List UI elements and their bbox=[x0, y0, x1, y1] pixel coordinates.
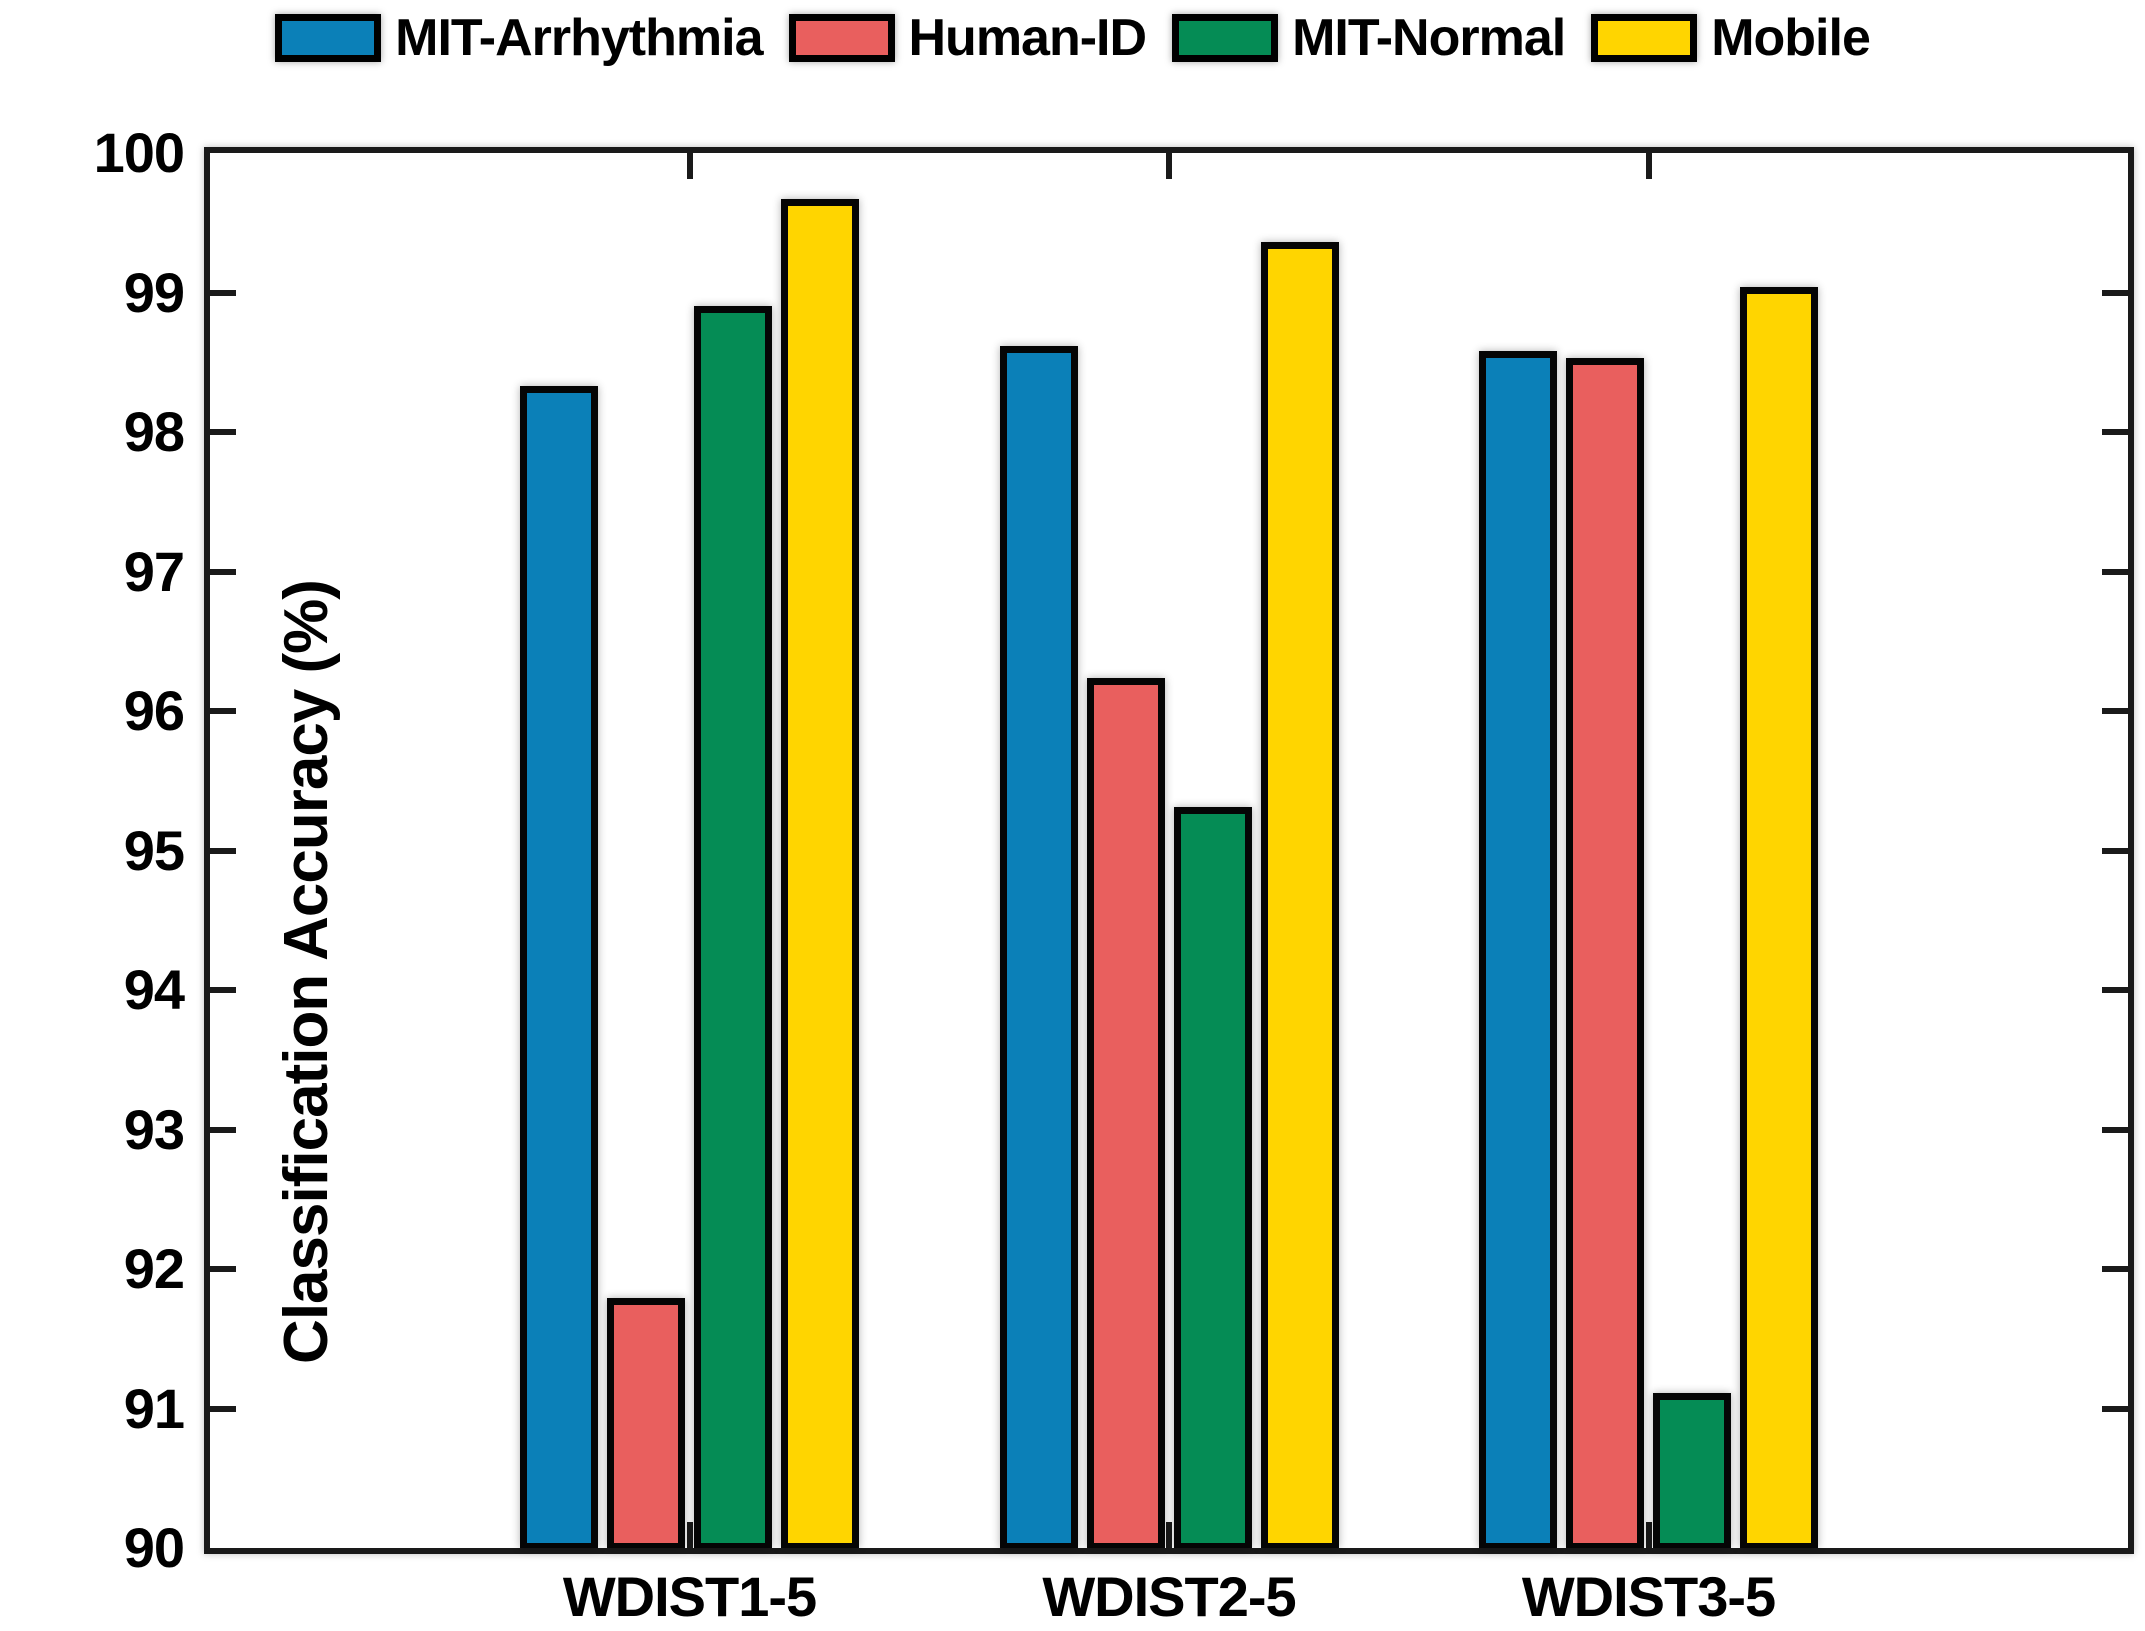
y-tick-left bbox=[210, 1266, 236, 1272]
x-tick-top bbox=[686, 153, 693, 179]
bar-mit-arrhythmia-wdist3-5 bbox=[1479, 351, 1557, 1548]
bar-mit-arrhythmia-wdist2-5 bbox=[999, 345, 1078, 1548]
bar-human-id-wdist3-5 bbox=[1566, 358, 1644, 1548]
y-tick-label: 90 bbox=[123, 1516, 185, 1579]
legend-swatch-mobile bbox=[1591, 14, 1698, 62]
y-tick-left bbox=[210, 429, 236, 435]
y-tick-label: 92 bbox=[123, 1237, 185, 1300]
x-tick-bottom bbox=[686, 1522, 693, 1548]
bar-mit-normal-wdist3-5 bbox=[1653, 1393, 1731, 1548]
x-tick-top bbox=[1166, 153, 1172, 179]
legend-swatch-mit-normal bbox=[1172, 14, 1279, 62]
y-tick-left bbox=[210, 289, 236, 296]
legend-swatch-mit-arrhythmia bbox=[275, 14, 382, 62]
plot-area: Classification Accuracy (%) bbox=[204, 147, 2134, 1554]
y-tick-label: 99 bbox=[123, 260, 185, 324]
y-tick-label: 97 bbox=[123, 539, 185, 603]
y-tick-left bbox=[210, 568, 236, 575]
legend-item: Mobile bbox=[1591, 8, 1871, 68]
legend-label: Mobile bbox=[1711, 9, 1871, 67]
x-tick-label: WDIST2-5 bbox=[1042, 1565, 1296, 1628]
y-tick-left bbox=[210, 847, 236, 854]
bar-mobile-wdist1-5 bbox=[781, 199, 859, 1548]
bar-mit-arrhythmia-wdist1-5 bbox=[520, 385, 598, 1548]
x-tick-label: WDIST3-5 bbox=[1521, 1565, 1776, 1628]
legend-label: MIT-Normal bbox=[1292, 9, 1566, 67]
y-tick-label: 98 bbox=[123, 400, 185, 463]
y-tick-right bbox=[2102, 1266, 2128, 1272]
y-axis-title: Classification Accuracy (%) bbox=[272, 580, 341, 1364]
bar-human-id-wdist2-5 bbox=[1086, 677, 1165, 1548]
bar-human-id-wdist1-5 bbox=[607, 1298, 685, 1548]
x-tick-top bbox=[1645, 153, 1652, 179]
x-tick-label: WDIST1-5 bbox=[562, 1565, 817, 1628]
bar-mit-normal-wdist2-5 bbox=[1173, 807, 1252, 1548]
y-tick-right bbox=[2102, 1126, 2128, 1133]
y-tick-label: 91 bbox=[123, 1376, 185, 1440]
legend-swatch-human-id bbox=[788, 14, 895, 62]
legend-item: MIT-Arrhythmia bbox=[275, 8, 764, 68]
y-tick-left bbox=[210, 987, 236, 993]
y-tick-left bbox=[210, 1126, 236, 1133]
y-tick-label: 93 bbox=[123, 1097, 185, 1161]
bar-mit-normal-wdist1-5 bbox=[694, 306, 772, 1548]
legend: MIT-Arrhythmia Human-ID MIT-Normal Mobile bbox=[0, 6, 2145, 70]
y-tick-right bbox=[2102, 847, 2128, 854]
x-tick-bottom bbox=[1645, 1522, 1652, 1548]
y-tick-right bbox=[2102, 987, 2128, 993]
y-tick-right bbox=[2102, 708, 2128, 714]
x-tick-bottom bbox=[1166, 1522, 1172, 1548]
y-tick-left bbox=[210, 708, 236, 714]
y-tick-right bbox=[2102, 429, 2128, 435]
legend-item: MIT-Normal bbox=[1172, 8, 1566, 68]
y-tick-right bbox=[2102, 568, 2128, 575]
bar-mobile-wdist2-5 bbox=[1260, 242, 1339, 1548]
y-tick-left bbox=[210, 1405, 236, 1412]
y-tick-label: 94 bbox=[123, 958, 185, 1021]
y-tick-label: 95 bbox=[123, 818, 185, 882]
y-tick-label: 100 bbox=[93, 121, 185, 184]
legend-item: Human-ID bbox=[788, 8, 1148, 68]
legend-label: MIT-Arrhythmia bbox=[395, 9, 763, 67]
y-tick-right bbox=[2102, 289, 2128, 296]
legend-label: Human-ID bbox=[908, 9, 1148, 67]
bar-mobile-wdist3-5 bbox=[1740, 286, 1818, 1548]
y-tick-label: 96 bbox=[123, 679, 185, 742]
y-tick-right bbox=[2102, 1405, 2128, 1412]
